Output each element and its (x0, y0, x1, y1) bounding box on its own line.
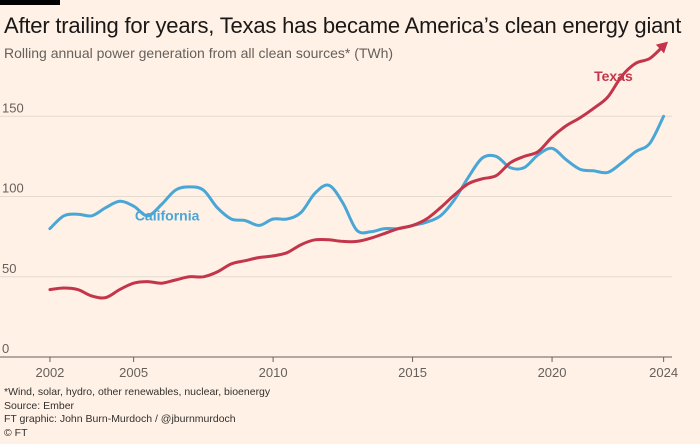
line-chart: 2002 2005 2010 2015 2020 2024 0 50 100 150 Calif… (0, 41, 678, 380)
series-lines (48, 41, 669, 300)
california-line (48, 114, 666, 235)
texas-arrow-head (655, 41, 669, 54)
graphic-credit: FT graphic: John Burn-Murdoch / @jburnmu… (4, 413, 236, 426)
chart-subtitle: Rolling annual power generation from all… (4, 45, 394, 61)
chart-title: After trailing for years, Texas has beca… (4, 13, 682, 38)
california-label: California (135, 208, 200, 224)
x-tick-label: 2024 (649, 365, 678, 380)
ft-top-bar (0, 0, 60, 5)
footnote: *Wind, solar, hydro, other renewables, n… (4, 386, 271, 398)
y-tick-label: 50 (2, 261, 16, 276)
x-axis: 2002 2005 2010 2015 2020 2024 (35, 357, 678, 380)
series-labels: California Texas (135, 68, 633, 224)
copyright: © FT (4, 426, 28, 439)
chart-footer: *Wind, solar, hydro, other renewables, n… (4, 386, 270, 440)
texas-label: Texas (594, 68, 633, 84)
y-tick-label: 0 (2, 341, 9, 356)
y-tick-label: 150 (2, 100, 24, 115)
x-tick-label: 2005 (119, 365, 148, 380)
x-tick-label: 2015 (398, 365, 427, 380)
gridlines (0, 115, 672, 358)
x-tick-label: 2002 (35, 365, 64, 380)
y-axis: 0 50 100 150 (2, 100, 24, 356)
x-tick-label: 2020 (538, 365, 567, 380)
source-note: Source: Ember (4, 399, 75, 412)
y-tick-label: 100 (2, 181, 24, 196)
texas-line (48, 44, 666, 300)
x-tick-label: 2010 (259, 365, 288, 380)
